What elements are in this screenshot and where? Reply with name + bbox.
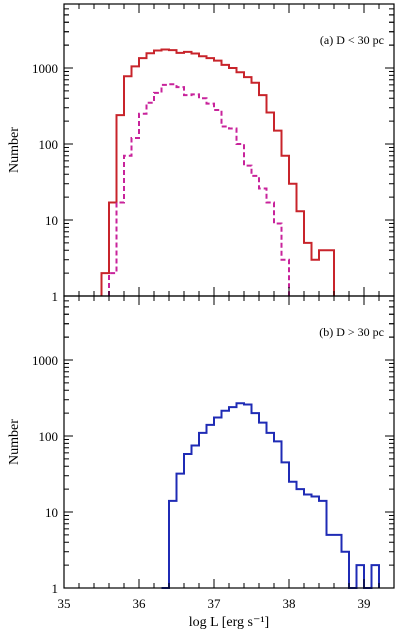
y-axis-title: Number <box>7 419 22 465</box>
x-tick-label: 36 <box>133 596 147 611</box>
y-tick-label: 10 <box>45 505 58 520</box>
x-tick-label: 35 <box>58 596 71 611</box>
series-line-2 <box>108 83 290 296</box>
panel-label: (a) D < 30 pc <box>320 33 384 47</box>
x-axis-title: log L [erg s⁻¹] <box>189 615 269 630</box>
x-tick-label: 37 <box>208 596 222 611</box>
x-tick-label: 39 <box>358 596 371 611</box>
plot-frame <box>63 295 395 589</box>
y-tick-label: 1000 <box>32 61 58 76</box>
panel-label: (b) D > 30 pc <box>319 325 384 339</box>
plot-frame <box>63 3 395 297</box>
y-tick-label: 100 <box>39 429 59 444</box>
panel-b: 1 10 100 1000 35 36 37 38 39 (b) D > 30 pc Number l… <box>7 295 395 630</box>
panel-a: 1 10 100 1000 (a) D < 30 pc Number <box>7 3 395 304</box>
y-tick-label: 100 <box>39 137 59 152</box>
series-line-1 <box>161 402 380 589</box>
y-tick-label: 1 <box>52 581 59 596</box>
y-tick-label: 1 <box>52 289 59 304</box>
y-tick-label: 10 <box>45 213 58 228</box>
series-line-1 <box>100 48 335 296</box>
x-tick-label: 38 <box>283 596 296 611</box>
y-tick-label: 1000 <box>32 353 58 368</box>
y-axis-title: Number <box>7 127 22 173</box>
